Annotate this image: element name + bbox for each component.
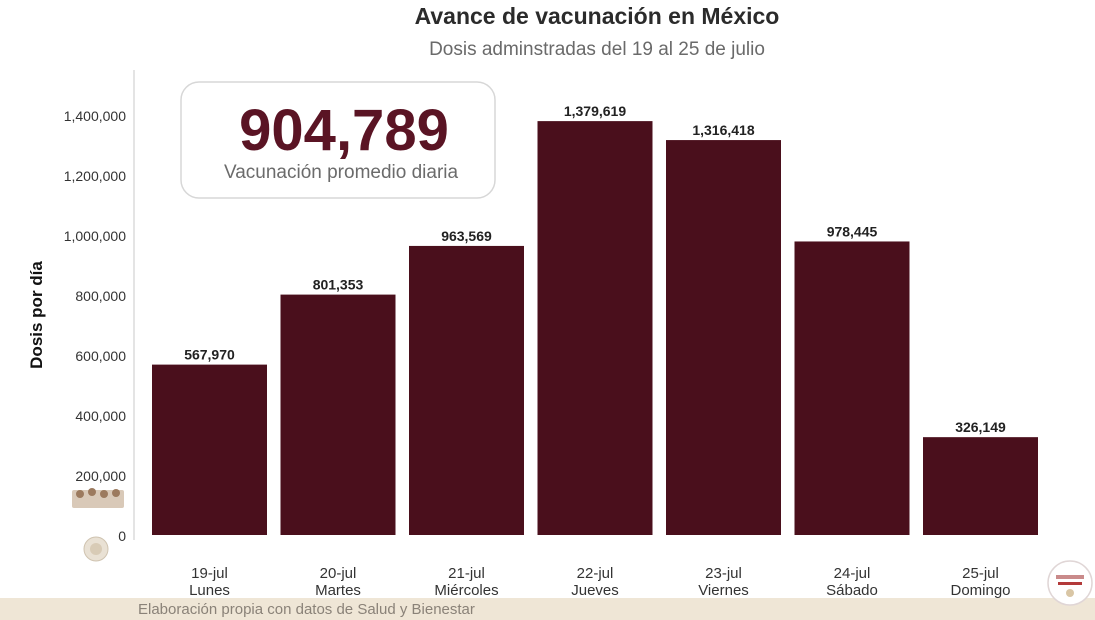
kpi-value: 904,789 (239, 98, 449, 163)
bar-labels: 567,970 801,353 963,569 1,379,619 1,316,418 9… (184, 103, 1006, 435)
bar (537, 121, 653, 535)
x-tick-date: 25-jul (962, 565, 999, 582)
y-tick-label: 400,000 (75, 408, 126, 424)
x-tick-day: Sábado (826, 582, 878, 599)
bar (280, 294, 396, 535)
y-tick-label: 1,400,000 (64, 108, 126, 124)
x-tick-date: 22-jul (577, 565, 614, 582)
x-tick-day: Martes (315, 582, 361, 599)
x-tick-date: 20-jul (320, 565, 357, 582)
x-tick-day: Miércoles (434, 582, 498, 599)
y-tick-label: 1,200,000 (64, 168, 126, 184)
bar (152, 364, 267, 535)
source-note: Elaboración propia con datos de Salud y … (138, 601, 475, 618)
x-tick-date: 21-jul (448, 565, 485, 582)
bar (409, 245, 524, 535)
y-tick-label: 1,000,000 (64, 228, 126, 244)
bar-value-label: 1,379,619 (564, 103, 626, 119)
footer-band (0, 598, 1095, 620)
bar-value-label: 326,149 (955, 419, 1006, 435)
bar-value-label: 567,970 (184, 347, 235, 363)
y-tick-label: 800,000 (75, 288, 126, 304)
bars (152, 121, 1038, 536)
bar-value-label: 963,569 (441, 228, 492, 244)
government-logo-icon (1047, 560, 1093, 606)
y-axis-label: Dosis por día (27, 261, 46, 369)
bar-value-label: 1,316,418 (692, 122, 754, 138)
x-tick-date: 24-jul (834, 565, 871, 582)
y-tick-label: 600,000 (75, 348, 126, 364)
x-tick-date: 23-jul (705, 565, 742, 582)
x-tick-day: Jueves (571, 582, 619, 599)
y-tick-label: 0 (118, 528, 126, 544)
kpi-box-frame (180, 81, 496, 199)
kpi-label: Vacunación promedio diaria (224, 162, 459, 183)
chart-subtitle: Dosis adminstradas del 19 al 25 de julio (429, 39, 765, 60)
bar-value-label: 801,353 (313, 277, 364, 293)
y-tick-label: 200,000 (75, 468, 126, 484)
kpi-box: 904,789 Vacunación promedio diaria (180, 81, 496, 199)
x-tick-date: 19-jul (191, 565, 228, 582)
bar-value-label: 978,445 (827, 223, 878, 239)
x-tick-day: Viernes (698, 582, 749, 599)
bar (923, 437, 1038, 535)
x-tick-day: Lunes (189, 582, 230, 599)
seal-icon (83, 536, 109, 562)
y-ticks: 0 200,000 400,000 600,000 800,000 1,000,000 1,… (64, 108, 127, 544)
bar (794, 241, 910, 536)
bar (666, 140, 781, 536)
x-tick-day: Domingo (950, 582, 1010, 599)
chart-title: Avance de vacunación en México (415, 3, 780, 29)
people-emblem-icon (72, 488, 124, 508)
